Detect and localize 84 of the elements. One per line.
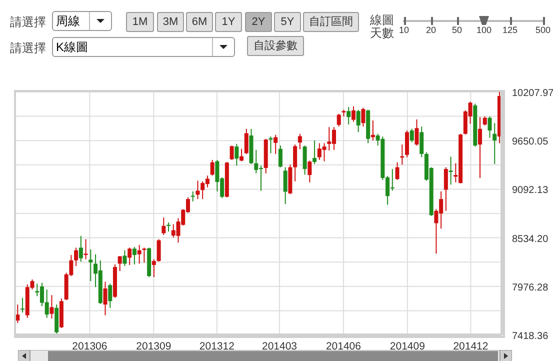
text: 請選擇 xyxy=(10,40,46,57)
candlestick xyxy=(74,247,78,267)
x-tick-label: 201309 xyxy=(136,340,172,352)
candlestick xyxy=(20,297,25,314)
candlestick xyxy=(196,180,200,200)
x-tick-label: 201306 xyxy=(72,340,108,352)
candlestick xyxy=(128,247,132,266)
text: 1Y xyxy=(215,12,242,32)
candlestick xyxy=(444,166,448,212)
candlestick xyxy=(162,217,166,236)
candlestick xyxy=(152,258,156,278)
candlestick xyxy=(88,248,93,282)
x-tick-label: 201312 xyxy=(199,340,235,352)
text: 125 xyxy=(501,25,519,35)
text: 50 xyxy=(450,25,463,35)
candlestick xyxy=(308,160,312,183)
candlestick xyxy=(240,148,244,162)
y-tick-label: 9650.05 xyxy=(512,136,549,148)
candlestick xyxy=(234,143,239,166)
candlestick xyxy=(356,109,360,133)
candlestick xyxy=(50,294,54,320)
x-tick-label: 201412 xyxy=(453,340,488,352)
candlestick xyxy=(478,116,482,178)
candlestick xyxy=(395,162,400,180)
candlestick xyxy=(84,238,88,260)
text: 自設參數 xyxy=(247,36,304,56)
candlestick xyxy=(283,166,288,205)
candlestick xyxy=(492,122,497,164)
candlestick xyxy=(156,238,161,262)
text: 100 xyxy=(475,25,493,35)
text: 500 xyxy=(534,25,552,35)
text: 3M xyxy=(157,12,184,32)
candlestick xyxy=(274,134,278,154)
text: 自訂區間 xyxy=(303,12,359,32)
y-tick-label: 7976.28 xyxy=(512,282,549,294)
text: 天數 xyxy=(370,26,394,42)
text: 10 xyxy=(398,25,409,35)
candlestick xyxy=(410,128,414,143)
text: 1M xyxy=(126,12,154,32)
candlestick xyxy=(448,156,453,186)
candlestick xyxy=(302,145,307,176)
candlestick xyxy=(414,118,419,146)
candlestick xyxy=(293,144,298,182)
text: 線圖 xyxy=(370,12,394,27)
candlestick xyxy=(336,113,341,127)
text: 請選擇 xyxy=(10,14,46,31)
candlestick xyxy=(405,130,410,158)
x-tick-label: 201403 xyxy=(262,340,298,352)
y-tick-label: 8534.20 xyxy=(512,234,549,245)
text: 2Y xyxy=(245,12,272,32)
candlestick xyxy=(312,140,317,164)
candlestick xyxy=(108,283,112,308)
candlestick xyxy=(103,281,108,316)
candlestick xyxy=(482,116,487,126)
candlestick xyxy=(118,256,122,272)
text: 20 xyxy=(424,25,437,35)
candlestick xyxy=(278,145,282,168)
y-tick-label: 9092.13 xyxy=(512,185,549,196)
candlestick xyxy=(78,235,83,262)
candlestick xyxy=(142,247,146,264)
candlestick xyxy=(190,190,195,202)
candlestick xyxy=(361,107,366,127)
candlestick xyxy=(137,244,142,264)
text: 6M xyxy=(186,12,213,32)
candlestick xyxy=(230,145,234,160)
x-tick-label: 201409 xyxy=(390,340,426,352)
candlestick xyxy=(346,106,351,125)
text: 5Y xyxy=(274,12,301,32)
candlestick xyxy=(122,250,127,267)
candlestick xyxy=(488,116,492,138)
candlestick xyxy=(298,133,302,150)
candlestick xyxy=(268,136,273,154)
candlestick xyxy=(132,246,136,265)
y-tick-label: 10207.97 xyxy=(512,88,553,99)
candlestick xyxy=(210,159,214,176)
y-tick-label: 7418.36 xyxy=(512,331,549,342)
text: K線圖 xyxy=(56,39,88,56)
candlestick xyxy=(420,126,424,158)
candlestick xyxy=(351,106,356,122)
candlestick xyxy=(244,128,248,154)
candlestick xyxy=(166,222,171,232)
text: 周線 xyxy=(56,13,80,30)
x-tick-label: 201406 xyxy=(326,340,362,352)
candlestick xyxy=(16,304,20,324)
